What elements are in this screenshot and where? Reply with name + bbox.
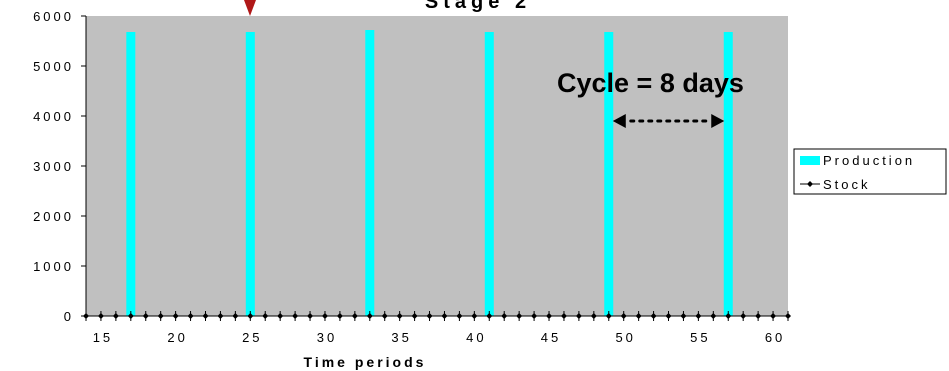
y-tick-label: 2000 <box>33 209 74 224</box>
y-tick-label: 4000 <box>33 109 74 124</box>
x-tick-label: 55 <box>690 330 710 345</box>
y-tick-label: 1000 <box>33 259 74 274</box>
production-bar <box>604 32 614 316</box>
legend: Production Stock <box>793 148 947 195</box>
x-tick-label: 25 <box>242 330 262 345</box>
cycle-annotation: Cycle = 8 days <box>557 68 744 98</box>
production-bar <box>723 32 733 316</box>
plot-area <box>86 16 788 316</box>
x-tick-label: 50 <box>615 330 635 345</box>
legend-production-swatch <box>800 156 820 165</box>
title-pointer-arrow <box>244 0 256 16</box>
x-tick-label: 40 <box>466 330 486 345</box>
cycle-arrow-right-head <box>711 114 725 128</box>
chart-title: Stage 2 <box>425 0 531 13</box>
y-tick-label: 6000 <box>33 9 74 24</box>
x-tick-label: 30 <box>317 330 337 345</box>
x-tick-label: 45 <box>541 330 561 345</box>
y-tick-label: 5000 <box>33 59 74 74</box>
production-bar <box>245 32 255 316</box>
x-tick-label: 35 <box>391 330 411 345</box>
production-bar <box>484 32 494 316</box>
x-tick-label: 60 <box>765 330 785 345</box>
x-axis-label: Time periods <box>304 354 427 370</box>
y-tick-label: 3000 <box>33 159 74 174</box>
legend-stock-marker <box>807 181 813 187</box>
production-bar <box>365 30 375 316</box>
legend-production-label: Production <box>823 153 915 168</box>
x-tick-label: 20 <box>167 330 187 345</box>
production-bar <box>126 32 136 316</box>
y-tick-label: 0 <box>64 309 74 324</box>
x-tick-label: 15 <box>93 330 113 345</box>
legend-stock-label: Stock <box>823 177 871 192</box>
cycle-arrow-left-head <box>612 114 626 128</box>
